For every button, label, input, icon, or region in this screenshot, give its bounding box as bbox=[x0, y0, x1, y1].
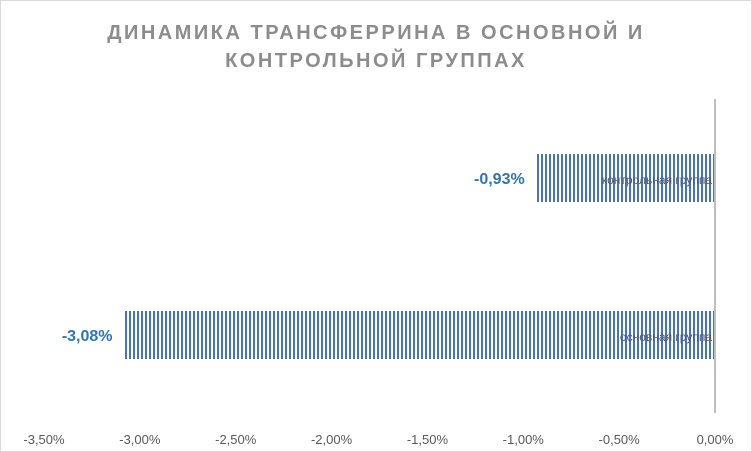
x-tick-label: -2,00% bbox=[311, 432, 353, 447]
x-tick-label: -3,50% bbox=[23, 432, 65, 447]
x-tick-label: -0,50% bbox=[599, 432, 641, 447]
x-tick-label: -1,00% bbox=[503, 432, 545, 447]
x-tick-label: 0,00% bbox=[697, 432, 734, 447]
category-label-2: основная группа bbox=[620, 330, 712, 344]
category-label-1: контрольная группа bbox=[602, 173, 713, 187]
data-label-2: -3,08% bbox=[62, 328, 113, 345]
data-label-1: -0,93% bbox=[474, 171, 525, 188]
axis-layer: -3,50% -3,00% -2,50% -2,00% -1,50% -1,00% -0,5… bbox=[23, 99, 734, 447]
bar-2 bbox=[124, 311, 715, 359]
bars-layer bbox=[124, 154, 715, 359]
chart-title: ДИНАМИКА ТРАНСФЕРРИНА В ОСНОВНОЙ И КОНТР… bbox=[107, 22, 645, 72]
labels-layer: -0,93% контрольная группа -3,08% основная г… bbox=[62, 171, 712, 345]
x-tick-label: -3,00% bbox=[119, 432, 161, 447]
bar-1 bbox=[536, 154, 715, 202]
x-tick-label: -1,50% bbox=[407, 432, 449, 447]
x-tick-label: -2,50% bbox=[215, 432, 257, 447]
